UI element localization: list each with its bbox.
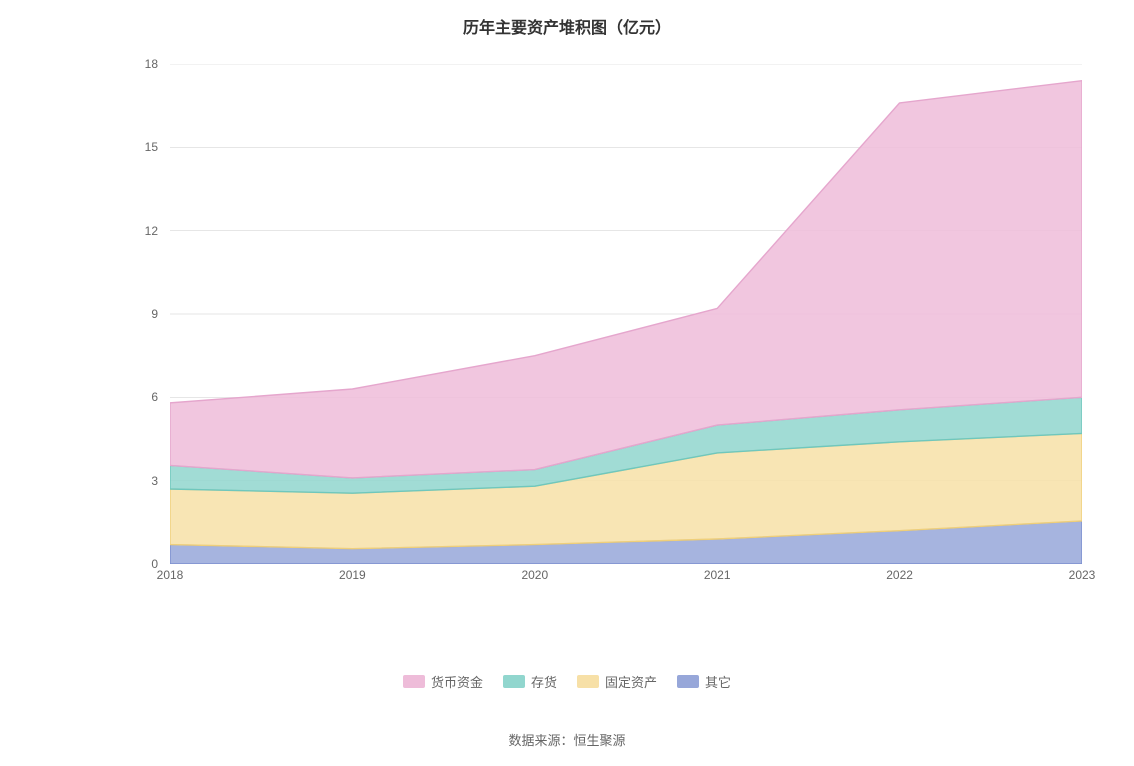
- stacked-area-chart: 历年主要资产堆积图（亿元） 0369121518 201820192020202…: [0, 0, 1134, 766]
- y-tick-label: 15: [145, 140, 158, 154]
- y-tick-label: 18: [145, 57, 158, 71]
- legend-item[interactable]: 存货: [503, 672, 557, 691]
- x-tick-label: 2022: [886, 568, 913, 582]
- y-tick-label: 3: [151, 474, 158, 488]
- y-tick-label: 9: [151, 307, 158, 321]
- legend-item[interactable]: 货币资金: [403, 672, 483, 691]
- x-axis: 201820192020202120222023: [170, 568, 1082, 588]
- y-axis: 0369121518: [0, 64, 166, 564]
- y-tick-label: 12: [145, 224, 158, 238]
- legend-label: 固定资产: [605, 672, 657, 691]
- legend-swatch: [577, 675, 599, 688]
- chart-title: 历年主要资产堆积图（亿元）: [0, 0, 1134, 38]
- x-tick-label: 2020: [521, 568, 548, 582]
- plot-area: [170, 64, 1082, 564]
- x-tick-label: 2023: [1069, 568, 1096, 582]
- legend-swatch: [677, 675, 699, 688]
- legend-label: 存货: [531, 672, 557, 691]
- legend-swatch: [403, 675, 425, 688]
- legend-label: 货币资金: [431, 672, 483, 691]
- legend-item[interactable]: 固定资产: [577, 672, 657, 691]
- legend-item[interactable]: 其它: [677, 672, 731, 691]
- legend: 货币资金 存货 固定资产 其它: [0, 672, 1134, 693]
- x-tick-label: 2018: [157, 568, 184, 582]
- data-source-label: 数据来源：恒生聚源: [0, 730, 1134, 749]
- legend-swatch: [503, 675, 525, 688]
- legend-label: 其它: [705, 672, 731, 691]
- x-tick-label: 2019: [339, 568, 366, 582]
- y-tick-label: 6: [151, 390, 158, 404]
- x-tick-label: 2021: [704, 568, 731, 582]
